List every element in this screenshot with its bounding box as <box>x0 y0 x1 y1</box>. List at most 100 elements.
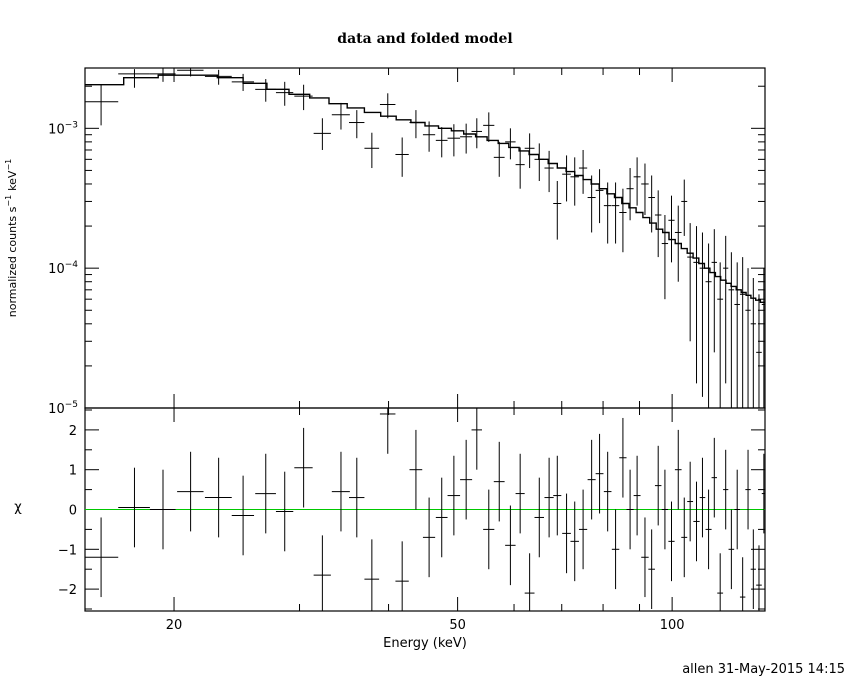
data-point <box>723 235 729 384</box>
residual-point <box>668 501 675 582</box>
chart-title: data and folded model <box>337 31 512 47</box>
y-tick-label: 10−4 <box>48 260 78 277</box>
data-point <box>118 69 150 88</box>
data-point <box>745 268 751 408</box>
data-point <box>739 257 746 408</box>
energy-x-tick-labels: 20 50 100 <box>166 618 685 633</box>
data-point <box>641 163 649 215</box>
data-point <box>483 112 495 142</box>
residual-point <box>460 439 473 520</box>
data-point <box>699 232 706 397</box>
data-point <box>447 124 461 157</box>
data-point <box>750 278 756 408</box>
data-point <box>578 149 588 194</box>
residual-point <box>149 469 176 550</box>
model-step-line <box>85 74 765 303</box>
data-point <box>728 252 735 408</box>
spectrum-data-points <box>85 68 765 408</box>
residual-point <box>611 509 620 590</box>
energy-tick-label: 100 <box>660 618 685 633</box>
residual-point <box>641 517 649 598</box>
data-point <box>85 84 119 126</box>
ylabel-unit-exp: −1 <box>4 159 13 171</box>
folded-model-histogram <box>85 74 765 303</box>
residual-point <box>435 477 448 558</box>
residual-point <box>626 469 634 550</box>
residual-point <box>524 553 535 611</box>
residual-point <box>544 457 554 538</box>
data-point <box>734 262 740 408</box>
data-point <box>231 73 255 91</box>
residual-point <box>761 453 765 534</box>
residual-point <box>231 475 255 556</box>
residual-point <box>493 441 505 522</box>
footer-stamp: allen 31-May-2015 14:15 <box>682 662 845 677</box>
data-point <box>471 118 482 149</box>
residual-point <box>619 417 627 498</box>
residual-point <box>633 455 641 536</box>
residual-point <box>294 427 313 508</box>
residual-points <box>85 408 765 611</box>
residual-point <box>348 457 365 538</box>
residual-point <box>699 457 706 538</box>
data-point <box>603 182 612 244</box>
data-point <box>534 143 544 182</box>
residual-point <box>687 461 694 542</box>
residual-point <box>756 545 762 611</box>
data-point <box>379 93 396 119</box>
data-point <box>544 150 554 193</box>
data-point <box>711 229 717 353</box>
data-point <box>294 84 313 111</box>
data-point <box>756 294 762 408</box>
y-tick-exponent: −4 <box>65 260 79 270</box>
data-point <box>648 175 655 233</box>
residual-point <box>483 489 495 570</box>
residual-point <box>331 451 350 532</box>
data-point <box>611 182 620 244</box>
data-point <box>553 181 562 240</box>
data-point <box>515 147 525 189</box>
residual-point <box>750 529 756 610</box>
y-tick-label: 10−5 <box>48 400 78 417</box>
residual-point <box>693 481 700 562</box>
residual-point <box>711 437 717 518</box>
data-point <box>422 121 436 152</box>
data-point <box>204 69 232 85</box>
residual-point <box>681 497 688 578</box>
residual-point <box>395 541 409 611</box>
y-tick-base: 10 <box>48 402 65 417</box>
data-point <box>505 128 516 160</box>
data-point <box>681 179 688 236</box>
residual-point <box>313 535 331 611</box>
residual-point <box>674 429 682 510</box>
data-point <box>313 118 331 150</box>
chi-tick-label: −1 <box>58 543 77 558</box>
residual-point <box>578 489 588 570</box>
chi-tick-label: 2 <box>69 424 77 439</box>
data-point <box>409 110 423 139</box>
data-point <box>693 226 700 384</box>
residual-point <box>471 408 482 470</box>
data-point <box>331 102 350 130</box>
spectrum-panel-frame <box>84 67 766 409</box>
data-point <box>761 268 765 408</box>
data-point <box>177 68 204 77</box>
residual-point <box>505 505 516 586</box>
chi-tick-label: 0 <box>69 504 77 519</box>
residual-point <box>570 501 579 582</box>
data-point <box>524 133 535 169</box>
data-point <box>570 157 579 206</box>
residual-point <box>734 469 740 550</box>
data-point <box>493 141 505 177</box>
ylabel-unit: keV <box>6 170 19 191</box>
y-tick-label: 10−3 <box>48 120 78 137</box>
residual-point <box>595 433 604 514</box>
residual-point <box>723 449 729 530</box>
data-point <box>460 123 473 154</box>
residual-point <box>422 497 436 578</box>
residual-point <box>255 453 276 534</box>
residual-y-axis-title: χ <box>14 500 22 515</box>
data-point <box>435 127 448 158</box>
data-point <box>149 68 176 82</box>
data-point <box>364 132 380 169</box>
